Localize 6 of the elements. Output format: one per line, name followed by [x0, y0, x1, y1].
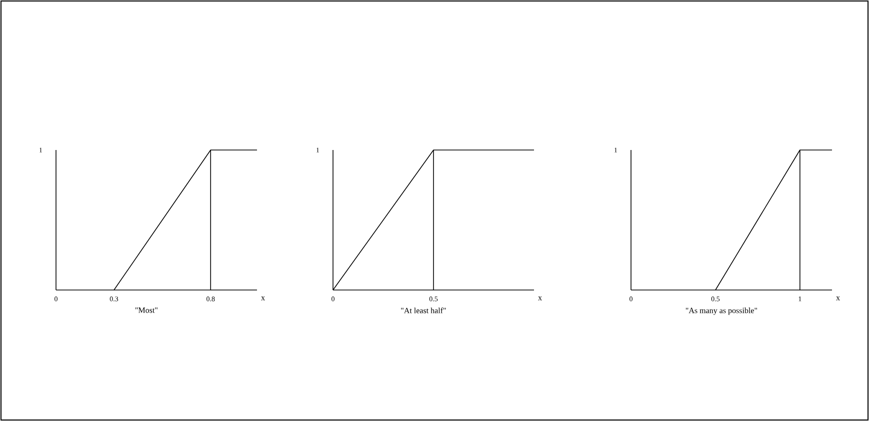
x-axis-title: x	[261, 296, 265, 300]
x-axis-title: x	[836, 296, 840, 300]
text: "At least half"	[401, 308, 446, 314]
text: "As many as possible"	[686, 308, 758, 315]
x-axis-title: x	[538, 296, 542, 300]
text: "Most"	[135, 308, 158, 313]
